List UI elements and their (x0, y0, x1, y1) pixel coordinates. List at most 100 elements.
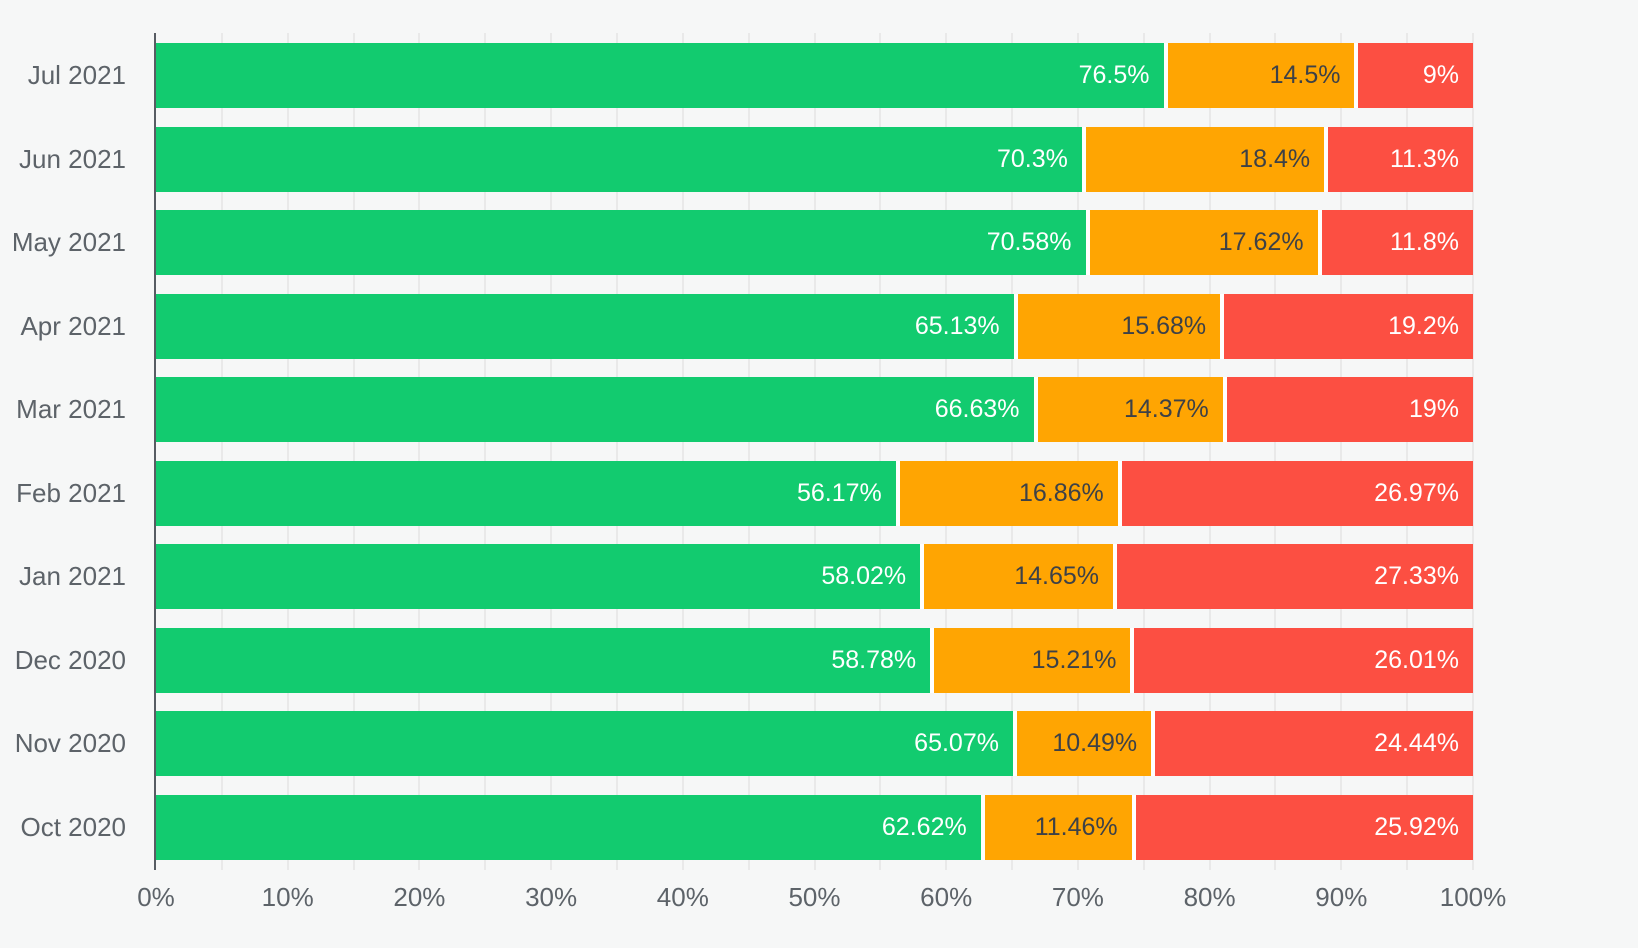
segment-value-label: 9% (1422, 61, 1459, 89)
x-tick-label: 20% (393, 882, 446, 912)
bar-segment-orange[interactable]: 11.46% (980, 794, 1132, 860)
bar-segment-red[interactable]: 9% (1354, 43, 1473, 108)
gridline (484, 33, 487, 870)
bar-segment-green[interactable]: 65.13% (156, 293, 1014, 359)
x-tick-label: 100% (1439, 882, 1507, 912)
category-label: Nov 2020 (14, 728, 126, 759)
bar-row: 66.63% 14.37% 19% (156, 377, 1473, 443)
category-label: Dec 2020 (14, 644, 126, 675)
gridline (1076, 33, 1079, 870)
gridline (681, 33, 684, 870)
bar-segment-orange[interactable]: 16.86% (895, 460, 1118, 526)
bar-rows: 76.5% 14.5% 9% 70.3% 18.4% 11.3% 70.58% 17.62% 1… (156, 43, 1473, 860)
segment-value-label: 15.21% (1031, 645, 1117, 674)
bar-row: 65.13% 15.68% 19.2% (156, 293, 1473, 359)
segment-value-label: 14.37% (1123, 395, 1209, 424)
bar-segment-orange[interactable]: 14.37% (1033, 377, 1223, 443)
segment-value-label: 76.5% (1078, 61, 1150, 89)
bar-row: 56.17% 16.86% 26.97% (156, 460, 1473, 526)
segment-value-label: 24.44% (1374, 729, 1459, 758)
bar-segment-red[interactable]: 11.3% (1324, 126, 1473, 192)
plot-area: 76.5% 14.5% 9% 70.3% 18.4% 11.3% 70.58% 17.62% 1… (156, 33, 1474, 870)
bar-segment-red[interactable]: 27.33% (1113, 544, 1473, 610)
bar-segment-red[interactable]: 11.8% (1317, 210, 1473, 276)
gridline (615, 33, 618, 870)
bar-segment-red[interactable]: 24.44% (1151, 711, 1473, 777)
bar-segment-red[interactable]: 19% (1222, 377, 1473, 443)
bar-segment-orange[interactable]: 14.65% (920, 544, 1114, 610)
bar-segment-red[interactable]: 26.01% (1130, 627, 1473, 693)
bar-row: 70.58% 17.62% 11.8% (156, 210, 1473, 276)
segment-value-label: 15.68% (1121, 311, 1207, 340)
gridline (352, 33, 355, 870)
x-tick-label: 10% (261, 882, 314, 912)
bar-segment-green[interactable]: 70.58% (156, 210, 1086, 276)
segment-value-label: 11.3% (1389, 144, 1459, 173)
segment-value-label: 56.17% (796, 478, 882, 507)
x-axis-tick-labels: 0% 10% 20% 30% 40% 50% 60% 70% 80% 90% 100% (137, 882, 1506, 912)
gridline (1208, 33, 1211, 870)
category-label: Jun 2021 (19, 143, 126, 174)
x-tick-label: 60% (920, 882, 973, 912)
gridline (1011, 33, 1014, 870)
bar-segment-green[interactable]: 58.78% (156, 627, 931, 693)
bar-row: 70.3% 18.4% 11.3% (156, 126, 1473, 192)
y-axis-category-labels: Jul 2021 Jun 2021 May 2021 Apr 2021 Mar 2021… (0, 43, 126, 860)
bar-segment-green[interactable]: 62.62% (156, 794, 981, 860)
x-tick-label: 90% (1315, 882, 1368, 912)
segment-value-label: 16.86% (1018, 478, 1104, 507)
bar-row: 76.5% 14.5% 9% (156, 43, 1473, 108)
gridline (879, 33, 882, 870)
x-tick-label: 30% (525, 882, 578, 912)
gridline (1340, 33, 1343, 870)
segment-value-label: 27.33% (1374, 562, 1459, 591)
y-axis-line (154, 33, 156, 870)
bar-segment-green[interactable]: 66.63% (156, 377, 1034, 443)
bar-segment-green[interactable]: 56.17% (156, 460, 896, 526)
segment-value-label: 17.62% (1218, 228, 1304, 257)
bar-segment-orange[interactable]: 10.49% (1012, 711, 1152, 777)
bar-segment-orange[interactable]: 18.4% (1081, 126, 1325, 192)
bar-segment-orange[interactable]: 15.21% (930, 627, 1131, 693)
bar-segment-green[interactable]: 76.5% (156, 43, 1164, 108)
gridline (945, 33, 948, 870)
bar-row: 65.07% 10.49% 24.44% (156, 711, 1473, 777)
gridline (1274, 33, 1277, 870)
bar-row: 62.62% 11.46% 25.92% (156, 794, 1473, 860)
x-tick-label: 80% (1183, 882, 1236, 912)
segment-value-label: 62.62% (881, 812, 967, 841)
segment-value-label: 26.01% (1374, 645, 1459, 674)
bar-segment-green[interactable]: 65.07% (156, 711, 1013, 777)
category-label: Feb 2021 (16, 477, 126, 508)
bar-segment-orange[interactable]: 15.68% (1013, 293, 1221, 359)
segment-value-label: 58.78% (831, 645, 917, 674)
segment-value-label: 19% (1408, 395, 1459, 424)
bar-segment-red[interactable]: 26.97% (1117, 460, 1473, 526)
segment-value-label: 58.02% (821, 562, 907, 591)
bar-row: 58.78% 15.21% 26.01% (156, 627, 1473, 693)
segment-value-label: 70.58% (986, 228, 1072, 257)
gridline (813, 33, 816, 870)
segment-value-label: 11.46% (1034, 812, 1118, 841)
bar-segment-green[interactable]: 58.02% (156, 544, 921, 610)
bar-segment-orange[interactable]: 14.5% (1163, 43, 1355, 108)
bar-segment-red[interactable]: 25.92% (1131, 794, 1473, 860)
bar-segment-orange[interactable]: 17.62% (1085, 210, 1318, 276)
bar-segment-red[interactable]: 19.2% (1220, 293, 1473, 359)
gridline (418, 33, 421, 870)
segment-value-label: 66.63% (934, 395, 1020, 424)
category-label: Oct 2020 (20, 811, 126, 842)
category-label: May 2021 (11, 227, 126, 258)
segment-value-label: 14.5% (1269, 61, 1341, 89)
segment-value-label: 25.92% (1374, 812, 1459, 841)
bar-row: 58.02% 14.65% 27.33% (156, 544, 1473, 610)
gridline (1406, 33, 1409, 870)
gridline (220, 33, 223, 870)
x-tick-label: 50% (788, 882, 841, 912)
category-label: Jul 2021 (27, 60, 126, 90)
grid-layer (156, 33, 1474, 870)
bar-segment-green[interactable]: 70.3% (156, 126, 1082, 192)
segment-value-label: 70.3% (996, 144, 1068, 173)
gridline (550, 33, 553, 870)
gridline (286, 33, 289, 870)
